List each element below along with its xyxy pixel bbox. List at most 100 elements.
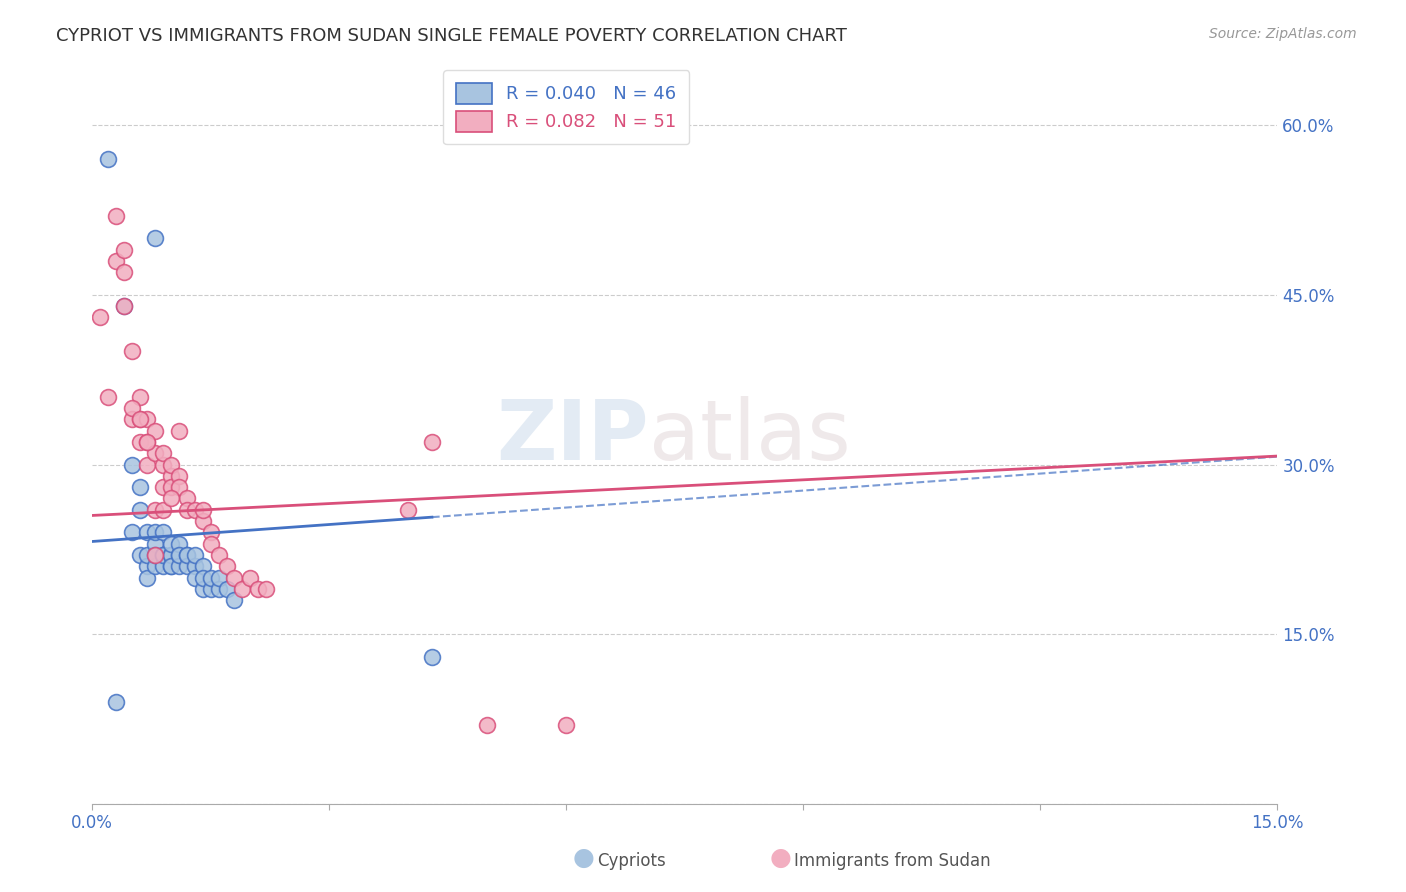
Point xyxy=(184,548,207,562)
Point xyxy=(136,525,159,540)
Point xyxy=(207,548,229,562)
Point xyxy=(191,571,214,585)
Point xyxy=(136,412,159,426)
Text: ●: ● xyxy=(769,846,792,870)
Point xyxy=(191,503,214,517)
Point xyxy=(200,537,222,551)
Point xyxy=(184,571,207,585)
Point xyxy=(152,458,174,472)
Point xyxy=(176,559,198,574)
Point xyxy=(215,559,238,574)
Text: CYPRIOT VS IMMIGRANTS FROM SUDAN SINGLE FEMALE POVERTY CORRELATION CHART: CYPRIOT VS IMMIGRANTS FROM SUDAN SINGLE … xyxy=(56,27,846,45)
Point xyxy=(152,559,174,574)
Text: ●: ● xyxy=(572,846,595,870)
Point xyxy=(200,525,222,540)
Point xyxy=(136,559,159,574)
Point xyxy=(121,412,143,426)
Text: Cypriots: Cypriots xyxy=(598,852,666,870)
Point xyxy=(160,468,183,483)
Point xyxy=(152,548,174,562)
Point xyxy=(420,649,443,664)
Point xyxy=(152,503,174,517)
Point xyxy=(152,525,174,540)
Point xyxy=(128,548,150,562)
Point xyxy=(254,582,277,596)
Point xyxy=(224,593,246,607)
Point xyxy=(128,434,150,449)
Point xyxy=(176,548,198,562)
Point xyxy=(247,582,270,596)
Point xyxy=(239,571,262,585)
Text: Immigrants from Sudan: Immigrants from Sudan xyxy=(794,852,991,870)
Point xyxy=(145,525,167,540)
Point xyxy=(167,424,190,438)
Point xyxy=(128,412,150,426)
Point xyxy=(121,458,143,472)
Point xyxy=(420,434,443,449)
Point xyxy=(200,571,222,585)
Point xyxy=(89,310,111,325)
Point xyxy=(145,446,167,460)
Point xyxy=(191,514,214,528)
Point xyxy=(121,344,143,359)
Point xyxy=(145,537,167,551)
Point xyxy=(207,582,229,596)
Point xyxy=(167,468,190,483)
Point xyxy=(160,458,183,472)
Point xyxy=(152,480,174,494)
Point xyxy=(136,548,159,562)
Point xyxy=(112,299,135,313)
Point xyxy=(145,548,167,562)
Point xyxy=(176,548,198,562)
Point xyxy=(136,571,159,585)
Point xyxy=(136,458,159,472)
Point xyxy=(121,401,143,415)
Point xyxy=(160,480,183,494)
Point xyxy=(104,253,127,268)
Point xyxy=(128,412,150,426)
Point xyxy=(160,548,183,562)
Point xyxy=(145,548,167,562)
Point xyxy=(215,582,238,596)
Point xyxy=(176,503,198,517)
Point xyxy=(152,548,174,562)
Point xyxy=(112,299,135,313)
Point xyxy=(128,390,150,404)
Point xyxy=(152,446,174,460)
Point xyxy=(200,582,222,596)
Point xyxy=(128,503,150,517)
Point xyxy=(160,491,183,506)
Point xyxy=(167,480,190,494)
Point xyxy=(121,525,143,540)
Text: Source: ZipAtlas.com: Source: ZipAtlas.com xyxy=(1209,27,1357,41)
Point xyxy=(160,548,183,562)
Point xyxy=(145,503,167,517)
Point xyxy=(136,434,159,449)
Point xyxy=(555,718,578,732)
Point xyxy=(104,209,127,223)
Point xyxy=(167,537,190,551)
Point xyxy=(160,537,183,551)
Text: ZIP: ZIP xyxy=(496,396,650,476)
Point xyxy=(167,548,190,562)
Point xyxy=(112,243,135,257)
Point xyxy=(112,265,135,279)
Point xyxy=(184,559,207,574)
Point xyxy=(224,571,246,585)
Point xyxy=(396,503,419,517)
Point xyxy=(97,152,120,166)
Point xyxy=(145,559,167,574)
Point xyxy=(97,390,120,404)
Point xyxy=(167,548,190,562)
Point xyxy=(176,491,198,506)
Point xyxy=(128,480,150,494)
Point xyxy=(207,571,229,585)
Point xyxy=(184,503,207,517)
Point xyxy=(104,695,127,709)
Text: atlas: atlas xyxy=(650,396,851,476)
Point xyxy=(160,559,183,574)
Point xyxy=(191,582,214,596)
Point xyxy=(191,559,214,574)
Point xyxy=(145,231,167,245)
Point xyxy=(145,424,167,438)
